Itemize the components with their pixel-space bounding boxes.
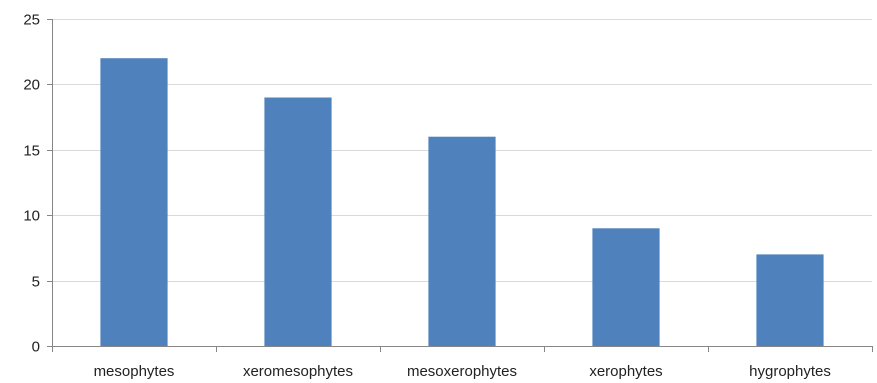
y-tick-label-5: 25 bbox=[23, 12, 40, 29]
axes bbox=[47, 19, 873, 352]
x-category-labels: mesophytes xeromesophytes mesoxerophytes xe… bbox=[94, 363, 831, 380]
y-tick-label-3: 15 bbox=[23, 143, 40, 160]
bar-hygrophytes bbox=[756, 254, 824, 346]
bar-xerophytes bbox=[592, 228, 660, 346]
bar-mesophytes bbox=[100, 58, 168, 346]
y-tick-label-0: 0 bbox=[32, 339, 40, 356]
y-tick-label-2: 10 bbox=[23, 208, 40, 225]
bars bbox=[100, 58, 824, 346]
x-category-label-xeromesophytes: xeromesophytes bbox=[243, 363, 353, 380]
bar-mesoxerophytes bbox=[428, 136, 496, 346]
y-tick-labels: 0 5 10 15 20 25 bbox=[23, 12, 40, 356]
y-tick-label-4: 20 bbox=[23, 77, 40, 94]
x-category-label-hygrophytes: hygrophytes bbox=[749, 363, 831, 380]
bar-xeromesophytes bbox=[264, 97, 332, 346]
x-category-label-mesophytes: mesophytes bbox=[94, 363, 175, 380]
x-category-label-xerophytes: xerophytes bbox=[589, 363, 662, 380]
y-tick-label-1: 5 bbox=[32, 274, 40, 291]
x-category-label-mesoxerophytes: mesoxerophytes bbox=[407, 363, 517, 380]
